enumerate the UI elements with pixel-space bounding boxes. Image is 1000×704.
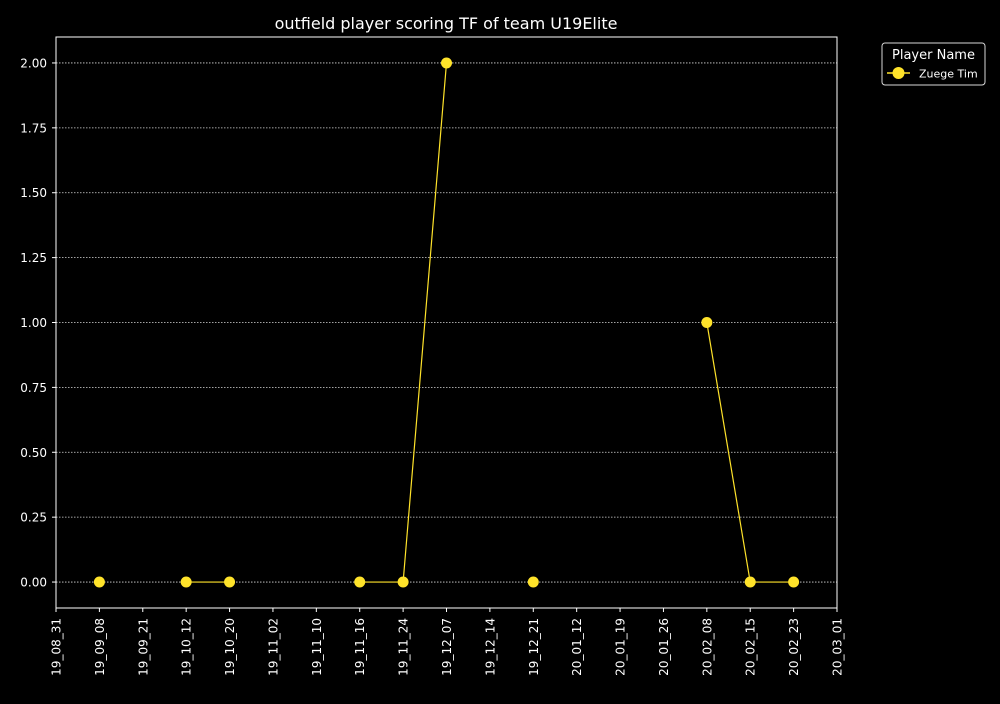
legend: Player Name Zuege Tim (881, 42, 986, 86)
chart-title: outfield player scoring TF of team U19El… (275, 14, 618, 33)
x-tick-label: 19_12_21 (527, 618, 541, 676)
legend-box (881, 42, 986, 86)
x-tick-label: 19_09_21 (136, 618, 150, 676)
y-tick-label: 0.75 (20, 381, 47, 395)
legend-series-marker (892, 67, 905, 79)
series-layer (93, 57, 800, 588)
data-point (354, 576, 366, 588)
y-tick-label: 1.50 (20, 186, 47, 200)
x-tick-label: 20_02_23 (787, 618, 801, 676)
y-tick-label: 0.25 (20, 511, 47, 525)
x-tick-label: 20_01_12 (570, 618, 584, 676)
data-point (527, 576, 539, 588)
legend-series-label: Zuege Tim (919, 68, 978, 81)
y-tick-label: 0.50 (20, 446, 47, 460)
y-tick-label: 0.00 (20, 576, 47, 590)
x-tick-label: 19_12_14 (483, 618, 497, 676)
x-tick-label: 19_12_07 (440, 618, 454, 676)
x-tick-label: 19_11_02 (266, 618, 280, 676)
x-tick-label: 20_01_26 (657, 618, 671, 676)
x-tick-label: 20_01_19 (614, 618, 628, 676)
grid-lines (56, 62, 837, 583)
x-tick-label: 19_09_08 (93, 618, 107, 676)
x-tick-label: 19_08_31 (50, 618, 64, 676)
y-tick-label: 2.00 (20, 56, 47, 70)
x-tick-label: 20_02_08 (700, 618, 714, 676)
x-tick-label: 20_02_15 (744, 618, 758, 676)
x-tick-label: 19_11_10 (310, 618, 324, 676)
data-point (224, 576, 236, 588)
x-tick-label: 20_03_01 (831, 618, 845, 676)
data-point (180, 576, 192, 588)
data-point (744, 576, 756, 588)
data-point (441, 57, 452, 69)
x-tick-label: 19_10_20 (223, 618, 237, 676)
axes (52, 36, 838, 612)
data-point (93, 576, 105, 588)
x-tick-label: 19_11_16 (353, 618, 367, 676)
data-point (397, 576, 409, 588)
y-tick-label: 1.75 (20, 121, 47, 135)
data-point (788, 576, 800, 588)
y-tick-label: 1.25 (20, 251, 47, 265)
legend-title: Player Name (892, 48, 975, 63)
x-tick-label: 19_10_12 (180, 618, 194, 676)
y-tick-label: 1.00 (20, 316, 47, 330)
tick-labels: 0.00 0.25 0.50 0.75 1.00 1.25 1.50 1.75 2.00 19_0… (20, 56, 844, 675)
data-point (701, 317, 713, 328)
x-tick-label: 19_11_24 (397, 618, 411, 676)
